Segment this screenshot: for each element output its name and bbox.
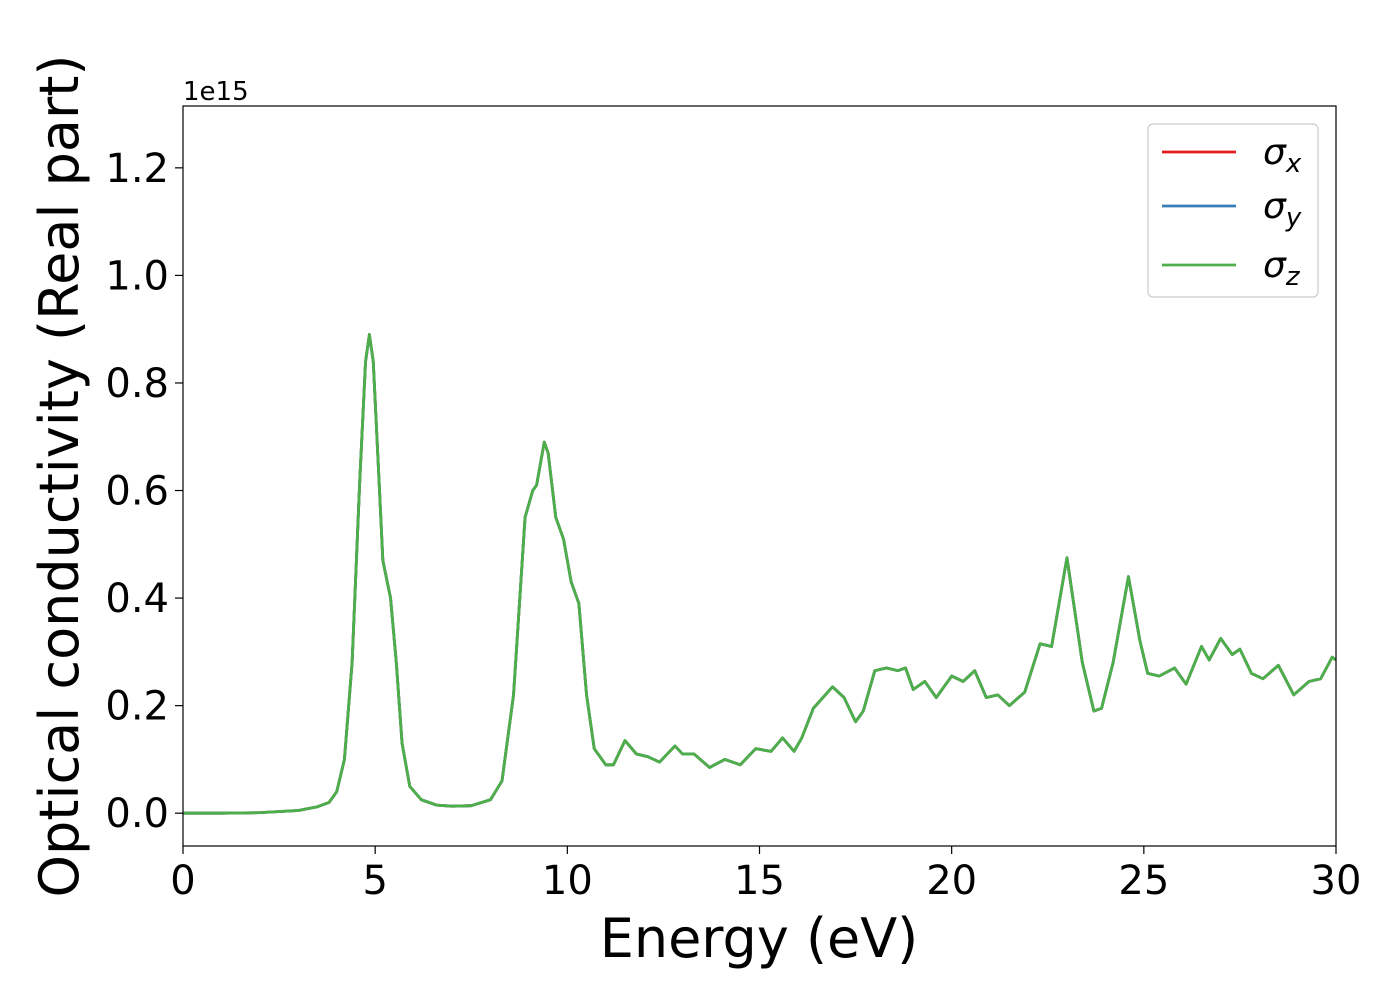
y-tick-label: 0.0: [105, 791, 169, 837]
y-tick-label: 1.0: [105, 253, 169, 299]
series-line: [183, 333, 1336, 815]
legend-label: σz: [1263, 245, 1301, 292]
y-tick-label: 0.2: [105, 684, 169, 730]
y-tick-label: 1.2: [105, 146, 169, 192]
legend-box: [1147, 123, 1319, 298]
x-tick-label: 0: [170, 858, 195, 904]
legend-label: σy: [1263, 186, 1302, 233]
x-tick-label: 5: [362, 858, 387, 904]
y-tick-label: 0.6: [105, 469, 169, 515]
x-tick-label: 20: [926, 858, 977, 904]
y-offset-label: 1e15: [183, 77, 249, 107]
x-tick-label: 15: [734, 858, 785, 904]
plot-frame: [182, 105, 1337, 847]
x-tick-label: 25: [1118, 858, 1169, 904]
x-tick-label: 30: [1311, 858, 1362, 904]
x-axis-label: Energy (eV): [600, 907, 919, 970]
legend-label: σx: [1263, 132, 1302, 179]
y-tick-label: 0.4: [105, 576, 169, 622]
y-tick-label: 0.8: [105, 361, 169, 407]
x-tick-label: 10: [542, 858, 593, 904]
y-axis-label: Optical conductivity (Real part): [28, 55, 91, 898]
